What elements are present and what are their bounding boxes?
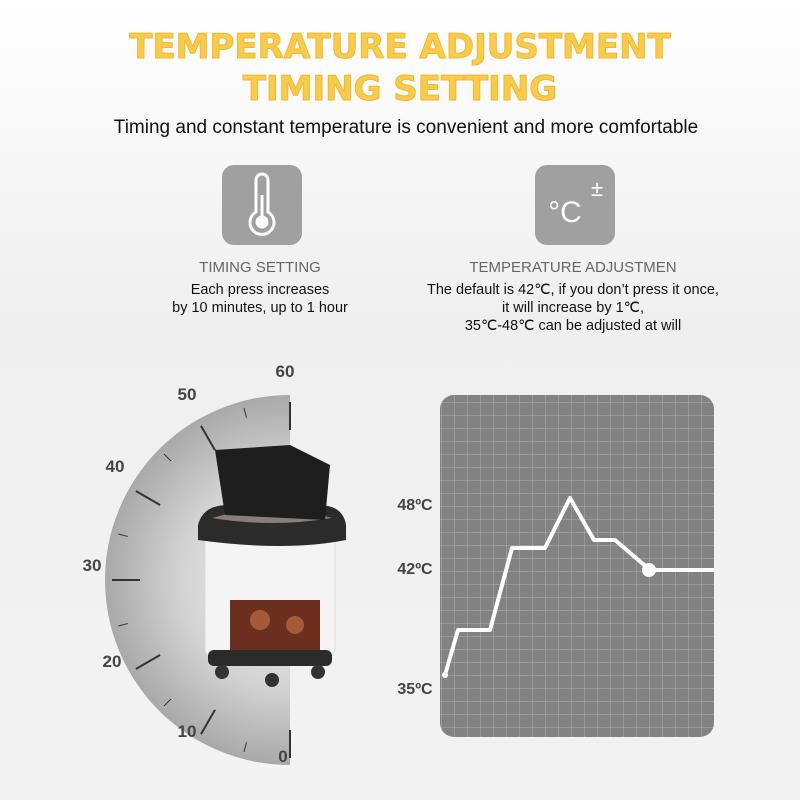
icon-box <box>535 165 615 245</box>
dial-tick <box>243 742 248 753</box>
icon-symbol: ± <box>591 176 603 201</box>
title: TEMPERATURE ADJUSTMENT <box>129 27 671 67</box>
feature-title: TIMING SETTING <box>199 259 321 276</box>
feature-text: by 10 minutes, up to 1 hour <box>172 300 348 316</box>
thermometer-icon <box>248 172 276 236</box>
dial-label: 60 <box>276 362 295 381</box>
dial-labels: 0 10 20 30 40 50 60 <box>83 362 295 766</box>
icon-symbol: °C <box>548 196 582 229</box>
temperature-curve <box>443 496 714 676</box>
dial-tick <box>135 490 161 506</box>
curve-point <box>442 672 448 678</box>
dial-tick <box>135 654 161 670</box>
dial-label: 0 <box>278 747 287 766</box>
graph-grid <box>440 395 714 737</box>
dial-label: 20 <box>103 652 122 671</box>
subtitle: Timing and constant temperature is conve… <box>114 117 698 138</box>
foot-bath <box>198 445 346 687</box>
graph-label: 48ºC <box>397 497 433 514</box>
dial-label: 10 <box>178 722 197 741</box>
graph-label: 42ºC <box>397 561 433 578</box>
feature-text: Each press increases <box>191 282 330 298</box>
dial-label: 30 <box>83 556 102 575</box>
graph-label: 35ºC <box>397 681 433 698</box>
feature-title: TEMPERATURE ADJUSTMEN <box>469 259 676 276</box>
feature-text: it will increase by 1℃, <box>502 300 644 316</box>
dial-label: 50 <box>178 385 197 404</box>
feature-text: 35℃-48℃ can be adjusted at will <box>465 318 681 334</box>
curve-point <box>642 563 656 577</box>
dial-tick <box>117 622 128 627</box>
title: TIMING SETTING <box>243 69 557 109</box>
dial-tick <box>117 533 128 538</box>
dial-tick <box>243 407 248 418</box>
dial-tick <box>163 453 172 462</box>
feature-text: The default is 42℃, if you don’t press i… <box>427 282 719 298</box>
dial-tick <box>200 425 216 451</box>
dial-tick <box>200 709 216 735</box>
dial-ticks <box>112 402 291 758</box>
dial-label: 40 <box>106 457 125 476</box>
dial-tick <box>163 698 172 707</box>
